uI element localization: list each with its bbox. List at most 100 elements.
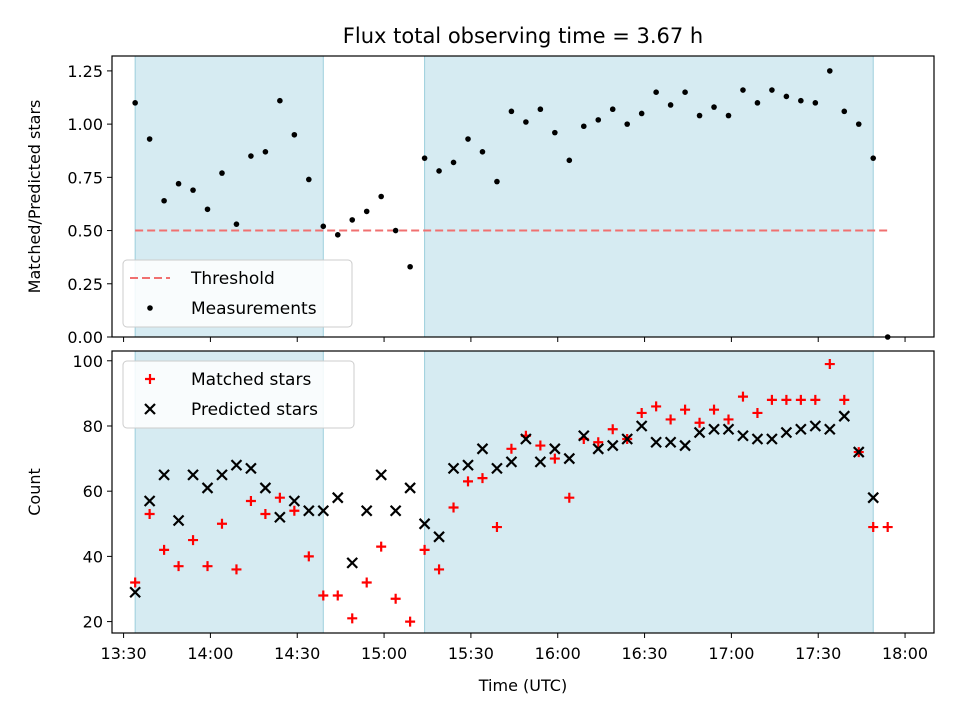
matched-stars-point (434, 564, 445, 575)
predicted-stars-point (303, 504, 315, 517)
measurements-point (248, 153, 254, 159)
predicted-stars-point (867, 491, 879, 504)
axes-frame (111, 55, 935, 338)
x-tick-label: 14:00 (187, 644, 233, 663)
measurements-point (450, 159, 457, 166)
measurements-point (392, 227, 399, 234)
matched-stars-point (216, 518, 227, 529)
predicted-stars-point (331, 491, 344, 504)
y-tick-label: 0.75 (67, 168, 103, 187)
measurements-point (523, 119, 529, 125)
measurements-point (175, 180, 182, 187)
legend: Threshold Measurements (122, 259, 353, 328)
predicted-stars-point (274, 511, 286, 524)
measurements-point (277, 97, 283, 104)
matched-stars-point (781, 394, 792, 405)
y-tick-label: 0.00 (67, 328, 103, 347)
x-tick-label: 13:30 (101, 644, 147, 663)
y-tick-label: 0.50 (67, 222, 103, 241)
measurements-point (334, 232, 341, 238)
y-tick-label: 80 (83, 417, 103, 436)
matched-stars-point (506, 443, 517, 454)
measurements-point (725, 112, 732, 119)
x-tick-label: 17:30 (795, 644, 841, 663)
predicted-stars-point (418, 518, 431, 530)
measurements-point (827, 68, 833, 74)
matched-stars-point (260, 509, 271, 520)
measurements-point (190, 187, 196, 193)
x-tick-label: 16:30 (622, 644, 668, 663)
measurements-point (580, 123, 587, 130)
predicted-stars-point (578, 429, 590, 442)
matched-stars-point (477, 473, 488, 484)
matched-stars-point (159, 544, 170, 555)
matched-stars-point (810, 394, 821, 405)
predicted-stars-point (650, 436, 662, 449)
matched-stars-point (303, 551, 314, 562)
legend-label: Measurements (191, 299, 317, 319)
predicted-stars-point (520, 433, 532, 445)
measurements-point (306, 176, 312, 183)
predicted-stars-point (462, 459, 474, 471)
matched-stars-point (130, 577, 141, 588)
matched-stars-point (824, 359, 835, 370)
predicted-stars-point (664, 436, 677, 449)
measurements-point (349, 217, 356, 223)
matched-stars-point (318, 590, 329, 601)
matched-stars-point (405, 616, 416, 627)
y-tick-label: 0.25 (67, 275, 103, 294)
measurements-point (465, 136, 471, 142)
x-tick-label: 15:00 (361, 644, 407, 663)
matched-stars-point (274, 492, 285, 503)
predicted-stars-point (288, 495, 301, 507)
predicted-stars-point (476, 443, 489, 455)
predicted-stars-point (534, 456, 547, 468)
matched-stars-point (376, 541, 387, 552)
legend-label: Predicted stars (191, 400, 318, 420)
measurements-point (595, 117, 602, 123)
legend-predicted-swatch (144, 403, 156, 415)
x-axis-label: Time (UTC) (478, 676, 567, 695)
measurements-point (740, 87, 746, 93)
measurements-point (682, 89, 688, 95)
matched-stars-point (463, 476, 474, 487)
measurements-point (407, 263, 413, 270)
y-tick-label: 1.00 (67, 115, 103, 134)
observing-window-2 (424, 350, 874, 634)
matched-stars-point (144, 509, 155, 520)
matched-stars-point (202, 561, 213, 572)
measurements-point (855, 121, 862, 127)
predicted-stars-point (795, 423, 807, 436)
x-tick-label: 14:30 (274, 644, 320, 663)
matched-stars-point (419, 544, 430, 555)
measurements-point (841, 108, 848, 115)
measurements-point (870, 155, 877, 161)
measurements-point (494, 178, 500, 185)
measurements-point (219, 170, 225, 176)
matched-stars-point (231, 564, 242, 575)
predicted-stars-point (230, 459, 243, 471)
measurements-point (812, 100, 819, 106)
predicted-stars-point (129, 586, 141, 599)
predicted-stars-point (693, 426, 706, 439)
measurements-point (696, 112, 703, 119)
matched-stars-point (491, 522, 502, 533)
measurements-point (769, 87, 775, 93)
predicted-stars-point (766, 433, 778, 445)
matched-stars-point (737, 391, 748, 402)
chart-title: Flux total observing time = 3.67 h (343, 24, 703, 48)
predicted-stars-point (563, 452, 576, 465)
x-tick-label: 16:00 (535, 644, 581, 663)
matched-stars-point (188, 535, 199, 546)
matched-stars-point (390, 593, 401, 604)
measurements-point (479, 148, 486, 155)
y-tick-label: 100 (72, 352, 103, 371)
x-tick-label: 15:30 (448, 644, 494, 663)
predicted-stars-point (780, 426, 793, 439)
matched-stars-point (361, 577, 372, 588)
measurements-point (320, 223, 327, 230)
measurements-point (233, 221, 240, 227)
matched-stars-point (289, 505, 300, 516)
predicted-stars-point (245, 462, 257, 475)
measurements-point (566, 157, 573, 164)
